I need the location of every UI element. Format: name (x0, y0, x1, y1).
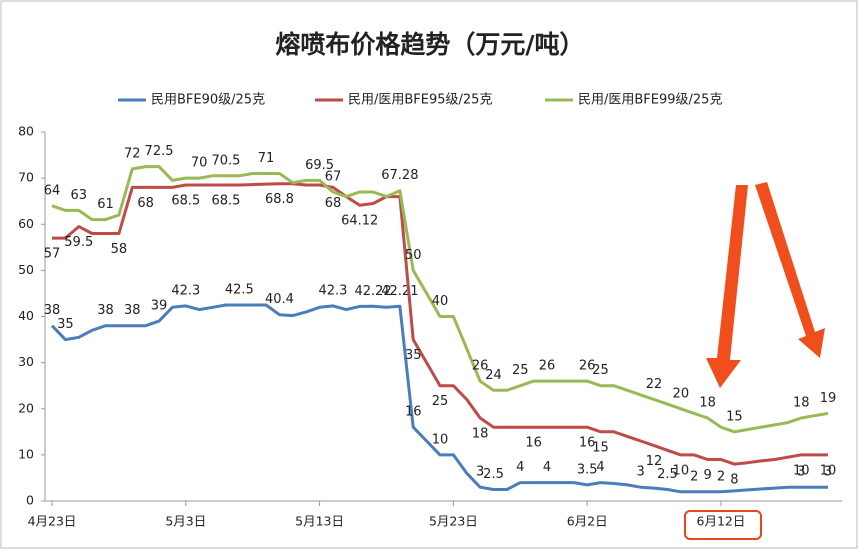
data-label: 3 (824, 465, 832, 480)
data-label: 2 (717, 469, 725, 484)
data-label: 24 (485, 368, 502, 383)
data-label: 2.5 (657, 467, 678, 482)
data-label: 70.5 (211, 153, 240, 168)
data-label: 12 (646, 454, 663, 469)
data-label: 39 (151, 299, 168, 314)
data-label: 10 (673, 463, 690, 478)
x-tick-label: 4月23日 (28, 514, 77, 529)
legend-label: 民用/医用BFE99级/25克 (578, 93, 722, 108)
x-tick-label: 5月23日 (429, 514, 478, 529)
data-label: 15 (726, 409, 743, 424)
data-label: 68.8 (265, 192, 294, 207)
data-label: 9 (703, 468, 711, 483)
x-tick-label: 5月3日 (165, 514, 206, 529)
data-label: 42.5 (225, 282, 254, 297)
data-label: 10 (820, 463, 837, 478)
series-line (52, 182, 828, 466)
data-label: 71 (258, 151, 275, 166)
data-label: 61 (97, 197, 114, 212)
data-label: 25 (512, 363, 529, 378)
data-label: 26 (472, 359, 489, 374)
data-label: 38 (124, 303, 141, 318)
data-label: 10 (432, 432, 449, 447)
y-tick-label: 70 (18, 170, 34, 185)
data-label: 26 (539, 359, 556, 374)
x-tick-label: 6月12日 (697, 514, 746, 529)
legend-label: 民用/医用BFE95级/25克 (348, 93, 492, 108)
data-label: 40.4 (265, 292, 294, 307)
arrow (706, 185, 748, 388)
y-tick-label: 60 (18, 216, 34, 231)
data-label: 4 (516, 460, 524, 475)
data-label: 38 (97, 303, 114, 318)
data-label: 72.5 (145, 144, 174, 159)
data-label: 16 (579, 436, 596, 451)
legend-label: 民用BFE90级/25克 (151, 93, 265, 108)
y-tick-label: 30 (18, 354, 34, 369)
chart-title: 熔喷布价格趋势（万元/吨） (275, 30, 584, 59)
data-label: 4 (543, 460, 551, 475)
y-tick-label: 40 (18, 308, 34, 323)
data-label: 10 (793, 463, 810, 478)
data-label: 16 (405, 405, 422, 420)
y-tick-label: 10 (18, 446, 34, 461)
x-tick-label: 5月13日 (295, 514, 344, 529)
series-line (50, 303, 828, 494)
data-label: 25 (432, 394, 449, 409)
data-label: 68.5 (211, 194, 240, 209)
data-label: 42.3 (171, 283, 200, 298)
data-label: 68 (137, 196, 154, 211)
data-label: 35 (405, 348, 422, 363)
data-label: 68 (325, 196, 342, 211)
data-label: 15 (592, 440, 609, 455)
data-label: 42.3 (318, 283, 347, 298)
x-tick-label: 6月2日 (567, 514, 608, 529)
data-label: 2 (690, 469, 698, 484)
data-label: 2.5 (483, 467, 504, 482)
data-label: 59.5 (64, 235, 93, 250)
data-label: 50 (405, 248, 422, 263)
data-label: 4 (596, 460, 604, 475)
y-tick-label: 50 (18, 262, 34, 277)
data-label: 19 (820, 391, 837, 406)
highlight-box (684, 510, 762, 540)
data-label: 69.5 (305, 158, 334, 173)
data-label: 18 (472, 426, 489, 441)
data-label: 68.5 (171, 194, 200, 209)
data-label: 42.22 (354, 284, 391, 299)
data-label: 18 (793, 395, 810, 410)
data-label: 3 (797, 465, 805, 480)
data-label: 35 (57, 317, 74, 332)
data-label: 26 (579, 359, 596, 374)
data-label: 67 (325, 169, 342, 184)
data-label: 58 (111, 242, 128, 257)
data-label: 20 (673, 386, 690, 401)
data-label: 38 (44, 303, 61, 318)
data-label: 22 (646, 377, 663, 392)
series-line (51, 165, 829, 434)
y-tick-label: 20 (18, 400, 34, 415)
y-tick-label: 0 (26, 493, 34, 508)
data-label: 40 (432, 294, 449, 309)
data-label: 3 (637, 465, 645, 480)
data-label: 64 (44, 183, 61, 198)
data-label: 42.21 (381, 284, 418, 299)
y-tick-label: 80 (18, 124, 34, 139)
data-label: 72 (124, 146, 141, 161)
data-label: 8 (730, 473, 738, 488)
data-label: 70 (191, 156, 208, 171)
data-label: 67.28 (381, 168, 418, 183)
data-label: 3 (476, 465, 484, 480)
arrow (755, 182, 825, 358)
data-label: 64.12 (341, 214, 378, 229)
data-label: 16 (525, 436, 542, 451)
data-label: 57 (44, 247, 61, 262)
data-label: 18 (699, 395, 716, 410)
data-label: 25 (592, 363, 609, 378)
data-label: 3.5 (577, 462, 598, 477)
data-label: 63 (70, 188, 87, 203)
